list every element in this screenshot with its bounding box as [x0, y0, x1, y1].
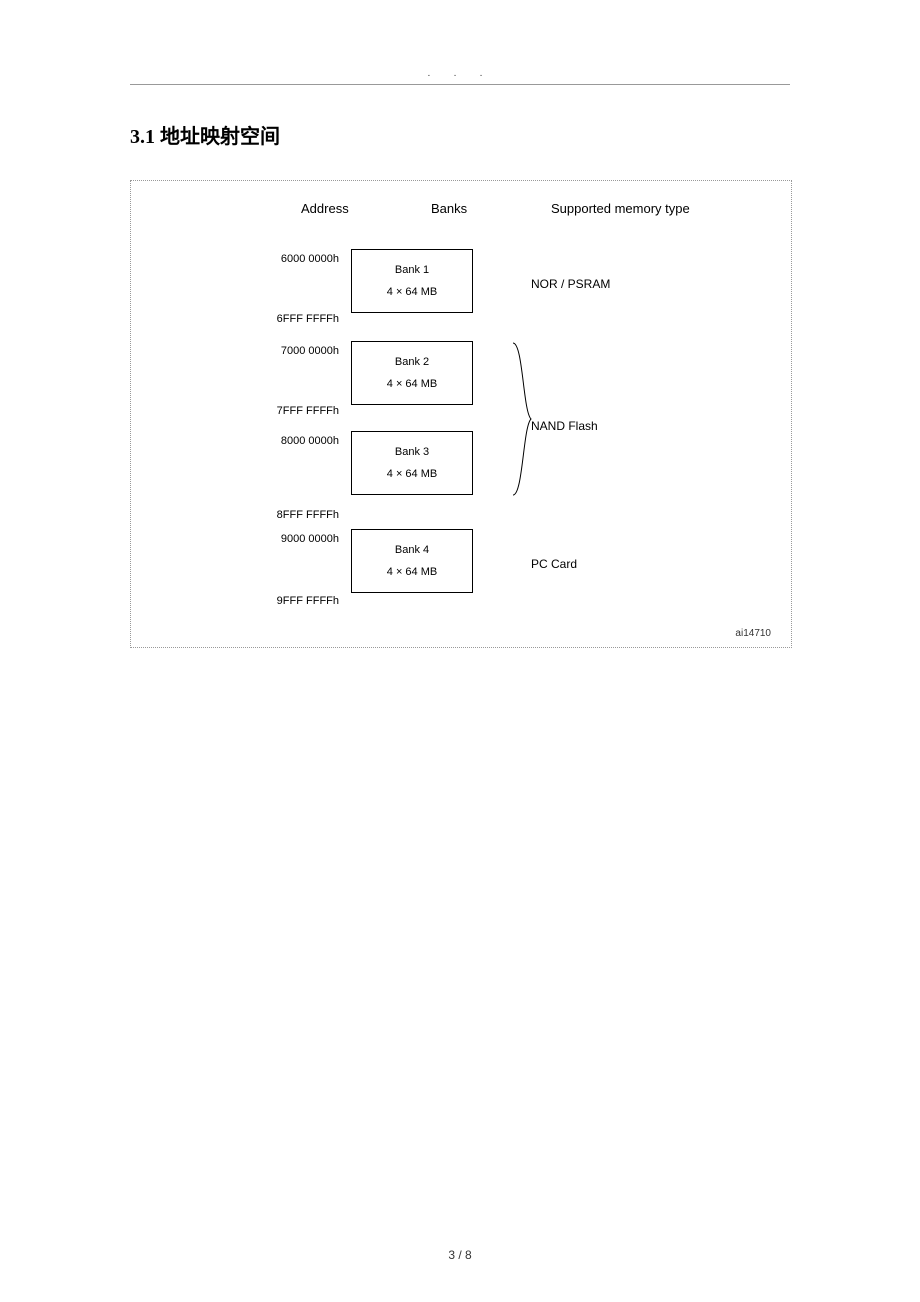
mem-type: NOR / PSRAM [531, 277, 610, 291]
addr-start: 8000 0000h [249, 435, 339, 447]
bank-box: Bank 3 4 × 64 MB [351, 431, 473, 495]
section-heading: 3.1 地址映射空间 [130, 120, 280, 149]
addr-start: 9000 0000h [249, 533, 339, 545]
bank-box: Bank 4 4 × 64 MB [351, 529, 473, 593]
bank-name: Bank 1 [352, 264, 472, 276]
header-rule [130, 84, 790, 85]
col-header-banks: Banks [431, 201, 467, 216]
figure-memory-map: Address Banks Supported memory type 6000… [130, 180, 792, 648]
addr-end: 8FFF FFFFh [249, 509, 339, 521]
bank-size: 4 × 64 MB [352, 378, 472, 390]
bank-name: Bank 3 [352, 446, 472, 458]
figure-ref: ai14710 [735, 628, 771, 639]
bank-size: 4 × 64 MB [352, 468, 472, 480]
col-header-memtype: Supported memory type [551, 201, 690, 216]
bank-size: 4 × 64 MB [352, 566, 472, 578]
addr-end: 7FFF FFFFh [249, 405, 339, 417]
brace-icon [509, 341, 533, 497]
addr-end: 9FFF FFFFh [249, 595, 339, 607]
header-dots: · · · [0, 70, 920, 81]
bank-box: Bank 2 4 × 64 MB [351, 341, 473, 405]
bank-box: Bank 1 4 × 64 MB [351, 249, 473, 313]
mem-type: NAND Flash [531, 419, 598, 433]
bank-name: Bank 4 [352, 544, 472, 556]
col-header-address: Address [301, 201, 349, 216]
bank-size: 4 × 64 MB [352, 286, 472, 298]
mem-type: PC Card [531, 557, 577, 571]
addr-start: 6000 0000h [249, 253, 339, 265]
addr-end: 6FFF FFFFh [249, 313, 339, 325]
bank-name: Bank 2 [352, 356, 472, 368]
page-footer: 3 / 8 [0, 1248, 920, 1262]
addr-start: 7000 0000h [249, 345, 339, 357]
page: · · · 3.1 地址映射空间 Address Banks Supported… [0, 0, 920, 1302]
